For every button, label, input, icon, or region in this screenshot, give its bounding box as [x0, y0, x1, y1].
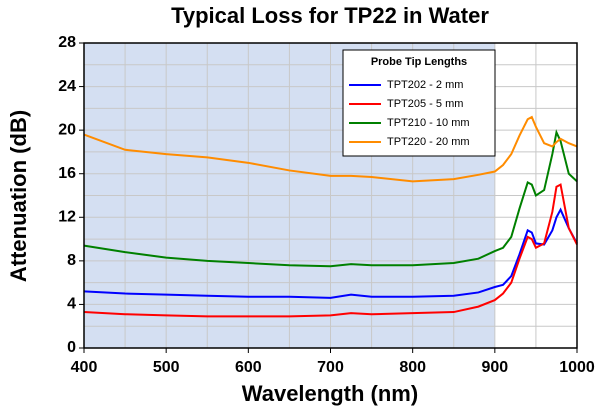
- y-tick-label: 4: [67, 296, 76, 313]
- x-tick-label: 800: [399, 359, 426, 376]
- y-tick-label: 20: [58, 121, 76, 138]
- x-tick-label: 400: [71, 359, 98, 376]
- legend-label: TPT210 - 10 mm: [387, 117, 470, 129]
- x-tick-label: 600: [235, 359, 262, 376]
- y-axis-label: Attenuation (dB): [6, 110, 31, 282]
- y-tick-label: 8: [67, 252, 76, 269]
- y-tick-label: 28: [58, 34, 76, 51]
- legend-title: Probe Tip Lengths: [371, 56, 467, 68]
- chart-title: Typical Loss for TP22 in Water: [171, 3, 489, 28]
- plot-frame: [83, 42, 578, 349]
- legend-label: TPT220 - 20 mm: [387, 136, 470, 148]
- data-line: [83, 207, 578, 299]
- data-line: [83, 115, 578, 183]
- y-tick-label: 0: [67, 339, 76, 356]
- legend-label: TPT205 - 5 mm: [387, 98, 463, 110]
- legend-label: TPT202 - 2 mm: [387, 79, 463, 91]
- x-tick-label: 500: [153, 359, 180, 376]
- data-line: [83, 183, 578, 318]
- x-axis-label: Wavelength (nm): [242, 381, 418, 406]
- x-tick-label: 1000: [559, 359, 595, 376]
- data-line: [83, 129, 578, 268]
- x-tick-label: 700: [317, 359, 344, 376]
- y-tick-label: 16: [58, 165, 76, 182]
- y-tick-label: 12: [58, 209, 76, 226]
- y-tick-label: 24: [58, 78, 76, 95]
- x-tick-label: 900: [481, 359, 508, 376]
